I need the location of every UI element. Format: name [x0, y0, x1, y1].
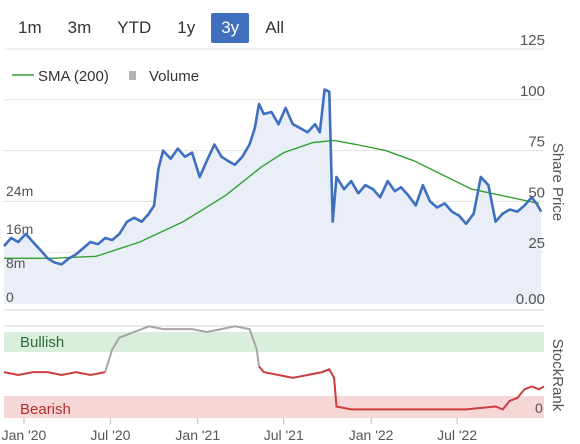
- bearish-label: Bearish: [20, 401, 71, 418]
- range-tabs: 1m 3m YTD 1y 3y All: [8, 13, 294, 43]
- volume-tick-label-2: 8m: [6, 255, 25, 271]
- volume-tick-label-1: 16m: [6, 221, 33, 237]
- sma-line: [4, 139, 539, 259]
- x-tick-label-5: Jul '22: [437, 427, 477, 443]
- x-tick-label-4: Jan '22: [349, 427, 394, 443]
- legend-volume-swatch: [129, 71, 136, 80]
- price-line: [3, 88, 543, 266]
- x-tick-label-2: Jan '21: [175, 427, 220, 443]
- stockrank-zero-label: 0: [535, 400, 543, 416]
- bullish-band: [4, 332, 544, 352]
- stockrank-panel: Bullish Bearish 0 StockRank: [3, 325, 566, 418]
- legend-sma-label[interactable]: SMA (200): [38, 68, 109, 85]
- stockrank-axis-title: StockRank: [549, 339, 566, 412]
- price-area: [4, 89, 542, 303]
- volume-tick-label-0: 24m: [6, 183, 33, 199]
- volume-axis-ticks: 24m 16m 8m 0: [6, 183, 33, 305]
- price-tick-label-1: 100: [520, 83, 545, 100]
- price-tick-label-3: 50: [528, 184, 545, 201]
- x-tick-label-0: Jan '20: [2, 427, 47, 443]
- bullish-label: Bullish: [20, 334, 64, 351]
- share-price-axis-title: Share Price: [549, 143, 566, 221]
- price-tick-label-0: 125: [520, 32, 545, 49]
- x-tick-label-3: Jul '21: [264, 427, 304, 443]
- stockrank-line-bearish-early: [3, 371, 106, 377]
- range-tab-3m[interactable]: 3m: [58, 13, 102, 43]
- price-tick-label-4: 25: [528, 235, 545, 252]
- price-tick-label-5: 0.00: [516, 291, 545, 308]
- range-tab-3y[interactable]: 3y: [211, 13, 250, 43]
- range-tab-all[interactable]: All: [255, 13, 294, 43]
- x-axis-ticks: Jan '20 Jul '20 Jan '21 Jul '21 Jan '22 Jul '…: [2, 418, 477, 443]
- range-tab-ytd[interactable]: YTD: [107, 13, 161, 43]
- stockrank-line-neutral: [104, 325, 260, 373]
- range-tab-1y[interactable]: 1y: [167, 13, 205, 43]
- price-axis-ticks: 125 100 75 50 25 0.00: [516, 32, 545, 308]
- x-tick-label-1: Jul '20: [90, 427, 130, 443]
- stockrank-line-bearish-late: [258, 365, 545, 411]
- price-tick-label-2: 75: [528, 134, 545, 151]
- legend: SMA (200) Volume: [12, 68, 199, 85]
- bearish-band: [4, 396, 544, 418]
- volume-tick-label-3: 0: [6, 289, 14, 305]
- range-tab-1m[interactable]: 1m: [8, 13, 52, 43]
- legend-volume-label[interactable]: Volume: [149, 68, 199, 85]
